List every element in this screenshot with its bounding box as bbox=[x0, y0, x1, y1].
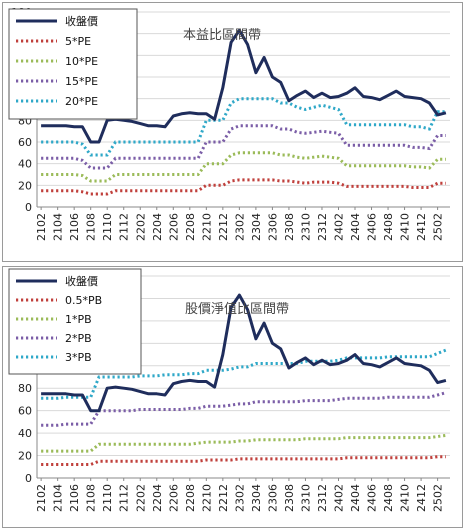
x-tick-label: 2404 bbox=[349, 484, 362, 512]
x-tick-label: 2102 bbox=[35, 484, 48, 512]
x-tick-label: 2306 bbox=[266, 484, 279, 512]
x-tick-label: 2406 bbox=[366, 484, 379, 512]
x-tick-label: 2302 bbox=[233, 484, 246, 512]
x-tick-label: 2408 bbox=[382, 484, 395, 512]
x-tick-label: 2410 bbox=[399, 484, 412, 512]
x-tick-label: 2110 bbox=[101, 213, 114, 241]
series-line-4 bbox=[41, 348, 447, 400]
x-tick-label: 2106 bbox=[68, 484, 81, 512]
legend-label-0: 收盤價 bbox=[65, 14, 98, 28]
y-tick-label: 60 bbox=[18, 405, 32, 418]
x-tick-label: 2208 bbox=[184, 484, 197, 512]
x-tick-label: 2412 bbox=[415, 484, 428, 512]
x-tick-label: 2212 bbox=[217, 484, 230, 512]
chart-title: 本益比區間帶 bbox=[183, 28, 261, 43]
x-tick-label: 2402 bbox=[332, 484, 345, 512]
x-tick-label: 2304 bbox=[250, 213, 263, 241]
series-line-1 bbox=[41, 178, 446, 196]
pe-band-chart: 0204060801001201401601802102210421062108… bbox=[8, 6, 450, 241]
y-tick-label: 40 bbox=[18, 427, 32, 440]
pb-band-chart: 0204060801001201401601802102210421062108… bbox=[8, 268, 450, 512]
x-tick-label: 2212 bbox=[217, 213, 230, 241]
series-line-3 bbox=[41, 391, 447, 427]
pe-band-chart-panel: 0204060801001201401601802102210421062108… bbox=[2, 2, 463, 262]
y-tick-label: 20 bbox=[18, 450, 32, 463]
x-tick-label: 2302 bbox=[233, 213, 246, 241]
x-tick-label: 2406 bbox=[366, 213, 379, 241]
legend-label-3: 2*PB bbox=[65, 332, 92, 345]
chart-title: 股價淨值比區間帶 bbox=[185, 301, 289, 317]
x-tick-label: 2104 bbox=[52, 484, 65, 512]
y-tick-label: 60 bbox=[18, 136, 32, 149]
x-tick-label: 2104 bbox=[52, 213, 65, 241]
x-tick-label: 2206 bbox=[167, 484, 180, 512]
x-tick-label: 2412 bbox=[415, 213, 428, 241]
x-tick-label: 2312 bbox=[316, 213, 329, 241]
series-line-3 bbox=[41, 124, 446, 170]
x-tick-label: 2206 bbox=[167, 213, 180, 241]
x-tick-label: 2404 bbox=[349, 213, 362, 241]
x-tick-label: 2310 bbox=[299, 213, 312, 241]
x-tick-label: 2204 bbox=[151, 484, 164, 512]
y-tick-label: 0 bbox=[25, 201, 32, 214]
x-tick-label: 2202 bbox=[134, 213, 147, 241]
legend-label-1: 5*PE bbox=[65, 35, 91, 48]
x-tick-label: 2202 bbox=[134, 484, 147, 512]
legend-label-2: 1*PB bbox=[65, 313, 92, 326]
series-line-2 bbox=[41, 151, 446, 183]
y-tick-label: 0 bbox=[25, 472, 32, 485]
x-tick-label: 2106 bbox=[68, 213, 81, 241]
x-tick-label: 2312 bbox=[316, 484, 329, 512]
x-tick-label: 2102 bbox=[35, 213, 48, 241]
legend-label-4: 20*PE bbox=[65, 95, 98, 108]
x-tick-label: 2502 bbox=[432, 213, 445, 241]
pb-band-chart-panel: 0204060801001201401601802102210421062108… bbox=[2, 266, 463, 528]
x-tick-label: 2310 bbox=[299, 484, 312, 512]
x-tick-label: 2108 bbox=[85, 484, 98, 512]
legend bbox=[8, 8, 138, 120]
legend-label-4: 3*PB bbox=[65, 351, 92, 364]
y-tick-label: 80 bbox=[18, 382, 32, 395]
series-line-2 bbox=[41, 433, 447, 453]
x-tick-label: 2306 bbox=[266, 213, 279, 241]
x-tick-label: 2112 bbox=[118, 484, 131, 512]
legend-label-3: 15*PE bbox=[65, 75, 98, 88]
x-tick-label: 2204 bbox=[151, 213, 164, 241]
series-line-1 bbox=[41, 455, 446, 466]
x-tick-label: 2410 bbox=[399, 213, 412, 241]
x-tick-label: 2304 bbox=[250, 484, 263, 512]
x-tick-label: 2208 bbox=[184, 213, 197, 241]
x-tick-label: 2112 bbox=[118, 213, 131, 241]
legend-label-2: 10*PE bbox=[65, 55, 98, 68]
y-tick-label: 20 bbox=[18, 179, 32, 192]
x-tick-label: 2408 bbox=[382, 213, 395, 241]
x-tick-label: 2108 bbox=[85, 213, 98, 241]
legend-label-1: 0.5*PB bbox=[65, 294, 102, 307]
y-tick-label: 40 bbox=[18, 158, 32, 171]
x-tick-label: 2308 bbox=[283, 484, 296, 512]
series-line-0 bbox=[41, 28, 447, 144]
series-line-0 bbox=[41, 293, 447, 413]
legend-label-0: 收盤價 bbox=[65, 274, 98, 288]
x-tick-label: 2210 bbox=[200, 213, 213, 241]
series-line-4 bbox=[41, 97, 446, 157]
x-tick-label: 2308 bbox=[283, 213, 296, 241]
x-tick-label: 2110 bbox=[101, 484, 114, 512]
x-tick-label: 2502 bbox=[432, 484, 445, 512]
x-tick-label: 2402 bbox=[332, 213, 345, 241]
x-tick-label: 2210 bbox=[200, 484, 213, 512]
